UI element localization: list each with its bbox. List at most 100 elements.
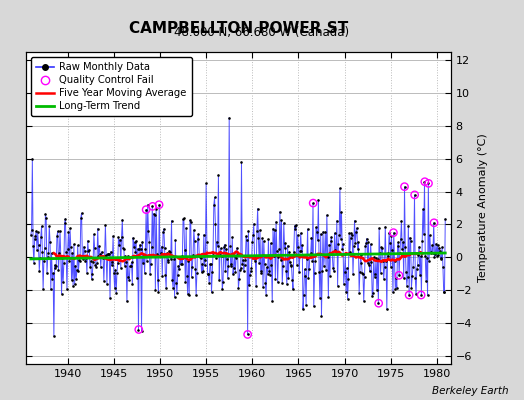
Point <box>199 267 207 274</box>
Point <box>94 253 103 259</box>
Point <box>116 264 125 271</box>
Point <box>244 228 253 234</box>
Point <box>73 267 81 274</box>
Point <box>267 240 275 247</box>
Point <box>361 274 369 280</box>
Point <box>346 249 354 256</box>
Point <box>98 254 106 260</box>
Point <box>45 223 53 230</box>
Point <box>192 292 200 298</box>
Point <box>301 272 310 279</box>
Point <box>298 242 307 248</box>
Point <box>266 272 274 278</box>
Point <box>80 244 88 250</box>
Point <box>353 246 362 252</box>
Point <box>279 263 287 269</box>
Point <box>111 285 119 291</box>
Point <box>104 251 113 257</box>
Point <box>231 252 239 259</box>
Point <box>293 261 301 268</box>
Point <box>75 257 83 263</box>
Point <box>269 225 277 232</box>
Point <box>161 272 170 278</box>
Point <box>250 257 259 264</box>
Point <box>144 227 152 234</box>
Point <box>416 272 424 278</box>
Point <box>107 262 116 268</box>
Point <box>362 240 370 246</box>
Point <box>81 247 89 254</box>
Point <box>265 268 274 274</box>
Point <box>409 264 417 270</box>
Point <box>198 260 206 267</box>
Point <box>255 260 264 266</box>
Point <box>343 265 351 272</box>
Point <box>304 275 313 281</box>
Point <box>392 285 401 291</box>
Point <box>115 242 124 249</box>
Point <box>399 239 407 246</box>
Point <box>307 250 315 256</box>
Point <box>234 285 243 292</box>
Point <box>63 286 71 292</box>
Legend: Raw Monthly Data, Quality Control Fail, Five Year Moving Average, Long-Term Tren: Raw Monthly Data, Quality Control Fail, … <box>31 57 192 116</box>
Point <box>428 242 436 248</box>
Point <box>274 279 282 286</box>
Point <box>216 252 224 258</box>
Point <box>321 229 330 235</box>
Point <box>252 283 260 290</box>
Point <box>421 253 430 259</box>
Point <box>367 259 376 265</box>
Point <box>437 254 445 261</box>
Point <box>47 250 56 256</box>
Point <box>248 238 256 245</box>
Point <box>399 275 408 282</box>
Point <box>70 241 78 248</box>
Point <box>208 268 216 275</box>
Point <box>96 264 105 270</box>
Point <box>336 235 345 242</box>
Point <box>328 234 336 240</box>
Point <box>235 276 243 282</box>
Point <box>423 292 432 298</box>
Point <box>194 231 203 238</box>
Point <box>391 286 399 292</box>
Point <box>282 268 290 274</box>
Point <box>246 268 255 274</box>
Point <box>309 200 317 206</box>
Point <box>27 232 35 238</box>
Point <box>289 286 297 292</box>
Point <box>363 236 371 242</box>
Point <box>309 200 318 206</box>
Point <box>356 252 365 258</box>
Point <box>300 266 309 273</box>
Point <box>40 245 49 252</box>
Point <box>103 281 111 287</box>
Point <box>320 263 328 269</box>
Point <box>435 244 443 251</box>
Point <box>60 219 69 226</box>
Point <box>314 196 323 203</box>
Point <box>403 273 412 280</box>
Point <box>204 271 213 277</box>
Point <box>188 263 196 270</box>
Point <box>183 273 191 279</box>
Point <box>430 220 438 226</box>
Point <box>359 298 368 304</box>
Point <box>299 306 307 312</box>
Point <box>386 240 394 246</box>
Point <box>405 292 413 298</box>
Point <box>251 254 259 261</box>
Point <box>89 259 97 266</box>
Point <box>335 232 343 239</box>
Point <box>165 248 173 254</box>
Point <box>336 185 344 192</box>
Point <box>228 234 236 240</box>
Point <box>91 262 100 268</box>
Point <box>121 262 129 269</box>
Point <box>394 243 402 250</box>
Point <box>53 228 62 234</box>
Point <box>221 268 230 274</box>
Point <box>45 250 53 256</box>
Point <box>83 270 91 276</box>
